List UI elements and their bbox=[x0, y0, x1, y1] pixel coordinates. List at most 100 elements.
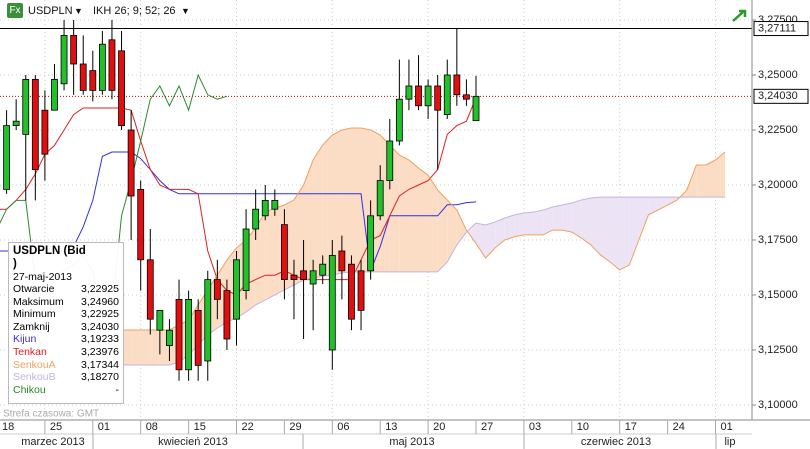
candle-body bbox=[89, 70, 97, 91]
x-tick-label: 27 bbox=[481, 421, 493, 433]
candle-body bbox=[3, 125, 10, 190]
indicator-line bbox=[121, 196, 726, 366]
cloud-fill bbox=[619, 197, 630, 270]
cloud-fill bbox=[705, 159, 716, 198]
fx-icon[interactable]: Fx bbox=[7, 3, 23, 18]
panel-label: Maksimum bbox=[13, 295, 64, 308]
indicator-selector[interactable]: IKH 26; 9; 52; 26 bbox=[93, 5, 176, 17]
indicator-line bbox=[121, 127, 726, 331]
panel-label: Tenkan bbox=[13, 345, 47, 358]
panel-value: 3,18270 bbox=[81, 371, 119, 384]
candle-body bbox=[472, 95, 480, 122]
y-tick-label: 3,17500 bbox=[758, 234, 798, 246]
cloud-fill bbox=[150, 329, 160, 365]
dropdown-arrow[interactable]: ▼ bbox=[181, 6, 190, 16]
panel-value: 3,22925 bbox=[81, 283, 119, 295]
cloud-fill bbox=[514, 212, 524, 237]
cloud-fill bbox=[543, 206, 553, 235]
candle-body bbox=[194, 309, 202, 366]
panel-date: 27-maj-2013 bbox=[13, 271, 72, 283]
y-tick-label: 3,20000 bbox=[758, 179, 798, 191]
x-tick-label: 18 bbox=[2, 421, 14, 433]
candle-body bbox=[453, 74, 461, 96]
panel-label: SenkouA bbox=[13, 358, 56, 371]
candle-body bbox=[434, 85, 442, 111]
cloud-fill bbox=[418, 168, 429, 272]
cloud-fill bbox=[399, 155, 409, 272]
candle-body bbox=[261, 199, 269, 217]
price-label: 3,27111 bbox=[758, 22, 796, 34]
cloud-fill bbox=[562, 203, 572, 233]
toolbar: Fx USDPLN ▼ IKH 26; 9; 52; 26 ▼ bbox=[0, 0, 752, 22]
candle-body bbox=[233, 259, 240, 320]
cloud-fill bbox=[322, 135, 333, 277]
x-tick-label: 13 bbox=[385, 421, 397, 433]
candle-body bbox=[300, 270, 307, 280]
month-label: kwiecień 2013 bbox=[158, 436, 228, 448]
panel-value: 3,19233 bbox=[81, 333, 119, 346]
panel-row: Minimum 3,22925 bbox=[13, 308, 119, 321]
panel-value: - bbox=[115, 383, 120, 396]
candle-body bbox=[443, 74, 451, 115]
cloud-fill bbox=[533, 210, 544, 235]
x-tick-label: 22 bbox=[242, 421, 254, 433]
candle-body bbox=[127, 129, 135, 197]
cloud-fill bbox=[581, 197, 591, 246]
panel-row: Kijun 3,19233 bbox=[13, 333, 119, 346]
panel-title: USDPLN (Bid bbox=[13, 245, 86, 257]
panel-value: 3,24030 bbox=[81, 320, 119, 333]
cloud-fill bbox=[437, 190, 448, 272]
candle-body bbox=[22, 78, 30, 135]
x-tick-label: 08 bbox=[146, 421, 158, 433]
candle-body bbox=[338, 250, 346, 272]
candle-body bbox=[31, 78, 39, 170]
cloud-fill bbox=[485, 221, 496, 259]
cloud-fill bbox=[504, 214, 515, 240]
symbol-selector[interactable]: USDPLN bbox=[28, 5, 73, 17]
panel-row: Tenkan 3,23976 bbox=[13, 346, 119, 359]
cloud-fill bbox=[456, 210, 467, 246]
panel-label: Chikou bbox=[13, 383, 46, 396]
candle-body bbox=[137, 188, 145, 261]
cloud-fill bbox=[428, 175, 438, 272]
panel-label: Otwarcie bbox=[13, 283, 55, 295]
x-tick-label: 06 bbox=[337, 421, 349, 433]
price-label-box bbox=[753, 21, 809, 37]
x-tick-label: 01 bbox=[721, 421, 733, 433]
candle-body bbox=[213, 279, 221, 300]
cloud-fill bbox=[638, 197, 649, 240]
x-tick-label: 15 bbox=[194, 421, 206, 433]
panel-value: 3,24960 bbox=[81, 295, 119, 308]
cloud-fill bbox=[696, 164, 706, 198]
cloud-fill bbox=[629, 197, 639, 266]
panel-label: Kijun bbox=[13, 333, 37, 346]
panel-row: Maksimum 3,24960 bbox=[13, 296, 119, 309]
candle-body bbox=[41, 109, 49, 155]
candle-body bbox=[319, 263, 327, 276]
x-tick-label: 25 bbox=[50, 421, 62, 433]
panel-value: 3,17344 bbox=[81, 358, 119, 371]
candle-body bbox=[242, 228, 250, 291]
candle-body bbox=[328, 254, 336, 351]
candle-body bbox=[348, 263, 355, 320]
cloud-fill bbox=[303, 159, 314, 281]
y-tick-label: 3,25000 bbox=[758, 69, 798, 81]
candle-body bbox=[280, 224, 288, 280]
trend-icon[interactable] bbox=[732, 9, 747, 22]
dropdown-arrow[interactable]: ▼ bbox=[74, 6, 83, 16]
panel-label: Minimum bbox=[13, 308, 56, 321]
cloud-fill bbox=[590, 197, 601, 255]
cloud-fill bbox=[667, 197, 678, 206]
plot-area bbox=[0, 0, 752, 420]
cloud-fill bbox=[610, 197, 620, 270]
candle-body bbox=[463, 94, 470, 100]
cloud-fill bbox=[571, 199, 582, 239]
candle-body bbox=[223, 290, 231, 340]
candle-body bbox=[60, 34, 68, 85]
x-tick-label: 24 bbox=[673, 421, 685, 433]
x-tick-label: 29 bbox=[289, 421, 301, 433]
cloud-fill bbox=[648, 197, 659, 215]
candle-body bbox=[166, 329, 173, 346]
cloud-fill bbox=[265, 208, 275, 301]
candle-body bbox=[309, 270, 317, 285]
